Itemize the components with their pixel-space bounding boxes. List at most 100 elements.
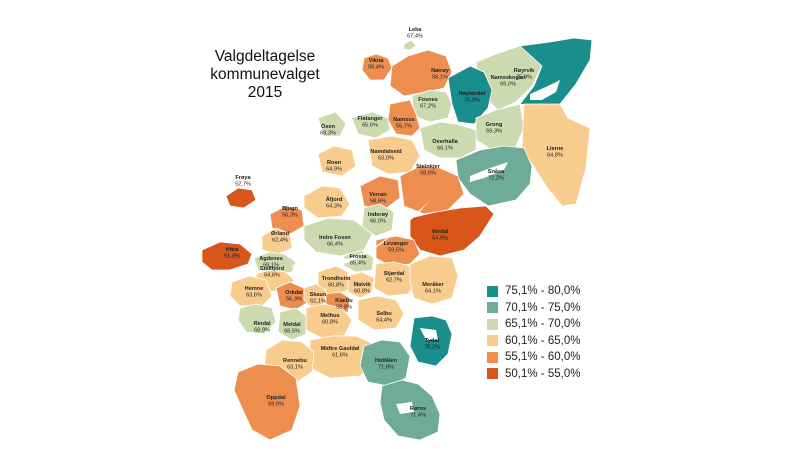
municipality-name-label: Hitra bbox=[226, 247, 240, 253]
municipality-name-label: Malvik bbox=[353, 282, 371, 288]
municipality-value-label: 64,6% bbox=[264, 273, 280, 279]
municipality-value-label: 58,4% bbox=[368, 65, 384, 71]
municipality-name-label: Røyrvik bbox=[514, 68, 535, 74]
municipality-name-label: Flatanger bbox=[357, 116, 383, 122]
municipality-value-label: 51,8% bbox=[224, 254, 240, 260]
municipality-name-label: Namsskogan bbox=[491, 75, 526, 81]
legend-item: 60,1% - 65,0% bbox=[487, 333, 580, 350]
municipality-value-label: 64,3% bbox=[326, 204, 342, 210]
municipality-name-label: Høylandet bbox=[458, 91, 485, 97]
municipality-name-label: Levanger bbox=[384, 241, 410, 247]
municipality-overhalla bbox=[419, 121, 477, 159]
municipality-value-label: 59,5% bbox=[388, 248, 404, 254]
municipality-value-label: 71,8% bbox=[378, 365, 394, 371]
municipality-value-label: 60,8% bbox=[354, 289, 370, 295]
municipality-name-label: Verdal bbox=[432, 229, 449, 235]
municipality-value-label: 68,3% bbox=[320, 131, 336, 137]
municipality-vikna bbox=[361, 53, 393, 81]
municipality-snåsa bbox=[455, 145, 533, 207]
municipality-value-label: 71,4% bbox=[410, 413, 426, 419]
municipality-name-label: Leka bbox=[409, 27, 423, 33]
municipality-oppdal bbox=[233, 363, 301, 441]
municipality-name-label: Namdalseid bbox=[370, 149, 402, 155]
municipality-value-label: 58,1% bbox=[432, 75, 448, 81]
municipality-value-label: 67,2% bbox=[420, 104, 436, 110]
municipality-name-label: Rindal bbox=[253, 321, 271, 327]
municipality-value-label: 59,9% bbox=[268, 402, 284, 408]
municipality-name-label: Orkdal bbox=[285, 290, 303, 296]
municipality-name-label: Indre Fosen bbox=[319, 235, 351, 241]
municipality-name-label: Snåsa bbox=[488, 168, 505, 175]
municipality-value-label: 63,6% bbox=[246, 293, 262, 299]
municipality-name-label: Klæbu bbox=[335, 298, 353, 304]
municipality-value-label: 64,8% bbox=[547, 153, 563, 159]
municipality-name-label: Hemne bbox=[245, 286, 264, 292]
municipality-osen bbox=[317, 111, 347, 137]
municipality-name-label: Tydal bbox=[425, 338, 440, 344]
municipality-name-label: Meldal bbox=[283, 322, 301, 328]
municipality-ørland bbox=[261, 227, 293, 255]
municipality-value-label: 58,6% bbox=[370, 199, 386, 205]
municipality-value-label: 66,0% bbox=[370, 219, 386, 225]
municipality-regions bbox=[201, 37, 593, 441]
fjord-shape bbox=[530, 80, 560, 100]
municipality-name-label: Stjørdal bbox=[384, 271, 405, 277]
fjord-water bbox=[292, 80, 560, 414]
municipality-åfjord bbox=[303, 185, 351, 219]
municipality-name-label: Agdenes bbox=[259, 256, 283, 262]
municipality-grong bbox=[475, 103, 525, 151]
municipality-frøya bbox=[225, 187, 257, 209]
municipality-name-label: Verran bbox=[369, 192, 387, 198]
municipality-name-label: Bjugn bbox=[282, 206, 298, 212]
municipality-name-label: Inderøy bbox=[368, 212, 389, 218]
municipality-name-label: Røros bbox=[410, 406, 426, 412]
municipality-name-label: Trondheim bbox=[322, 276, 351, 282]
title-line-1: Valgdeltagelse bbox=[214, 48, 316, 65]
municipality-name-label: Vikna bbox=[369, 58, 385, 64]
municipality-name-label: Holtålen bbox=[375, 357, 398, 364]
municipality-indre-fosen bbox=[303, 217, 373, 257]
municipality-name-label: Roan bbox=[327, 160, 342, 166]
municipality-hemne bbox=[229, 275, 273, 307]
fjord-shape bbox=[292, 200, 430, 272]
legend-label: 50,1% - 55,0% bbox=[505, 367, 581, 380]
municipality-value-label: 69,3% bbox=[486, 129, 502, 135]
municipality-value-label: 54,9% bbox=[432, 236, 448, 242]
municipality-value-label: 60,8% bbox=[328, 283, 344, 289]
map-legend: 75,1% - 80,0% 70,1% - 75,0% 65,1% - 70,0% 6… bbox=[487, 283, 580, 382]
municipality-value-label: 56,3% bbox=[282, 213, 298, 219]
municipality-levanger bbox=[375, 235, 421, 267]
legend-label: 55,1% - 60,0% bbox=[505, 351, 581, 364]
municipality-value-label: 52,7% bbox=[235, 182, 251, 188]
municipality-name-label: Snillfjord bbox=[260, 266, 285, 272]
municipality-name-label: Åfjord bbox=[326, 196, 343, 203]
legend-item: 50,1% - 55,0% bbox=[487, 366, 580, 383]
municipality-value-label: 78,2% bbox=[424, 345, 440, 351]
municipality-name-label: Namsos bbox=[393, 117, 415, 123]
municipality-name-label: Meråker bbox=[422, 281, 444, 288]
municipality-value-label: 63,0% bbox=[378, 156, 394, 162]
municipality-name-label: Frosta bbox=[349, 254, 367, 260]
municipality-name-label: Ørland bbox=[271, 231, 290, 237]
municipality-roan bbox=[317, 145, 357, 177]
legend-swatch bbox=[487, 302, 498, 314]
municipality-flatanger bbox=[351, 111, 391, 139]
legend-item: 65,1% - 70,0% bbox=[487, 316, 580, 333]
municipality-value-label: 65,6% bbox=[362, 123, 378, 129]
municipality-value-label: 72,2% bbox=[488, 176, 504, 182]
municipality-melhus bbox=[305, 303, 353, 339]
municipality-name-label: Oppdal bbox=[266, 395, 286, 401]
municipality-value-label: 64,1% bbox=[425, 289, 441, 295]
municipality-name-label: Melhus bbox=[320, 313, 339, 319]
municipality-malvik bbox=[347, 271, 375, 299]
municipality-name-label: Fosnes bbox=[418, 97, 438, 103]
municipality-hitra bbox=[201, 241, 253, 271]
municipality-value-label: 68,5% bbox=[284, 329, 300, 335]
legend-swatch bbox=[487, 368, 498, 380]
title-line-2: kommunevalget bbox=[210, 66, 320, 83]
municipality-value-label: 62,1% bbox=[310, 299, 326, 305]
municipality-name-label: Overhalla bbox=[432, 139, 458, 145]
legend-label: 70,1% - 75,0% bbox=[505, 301, 581, 314]
